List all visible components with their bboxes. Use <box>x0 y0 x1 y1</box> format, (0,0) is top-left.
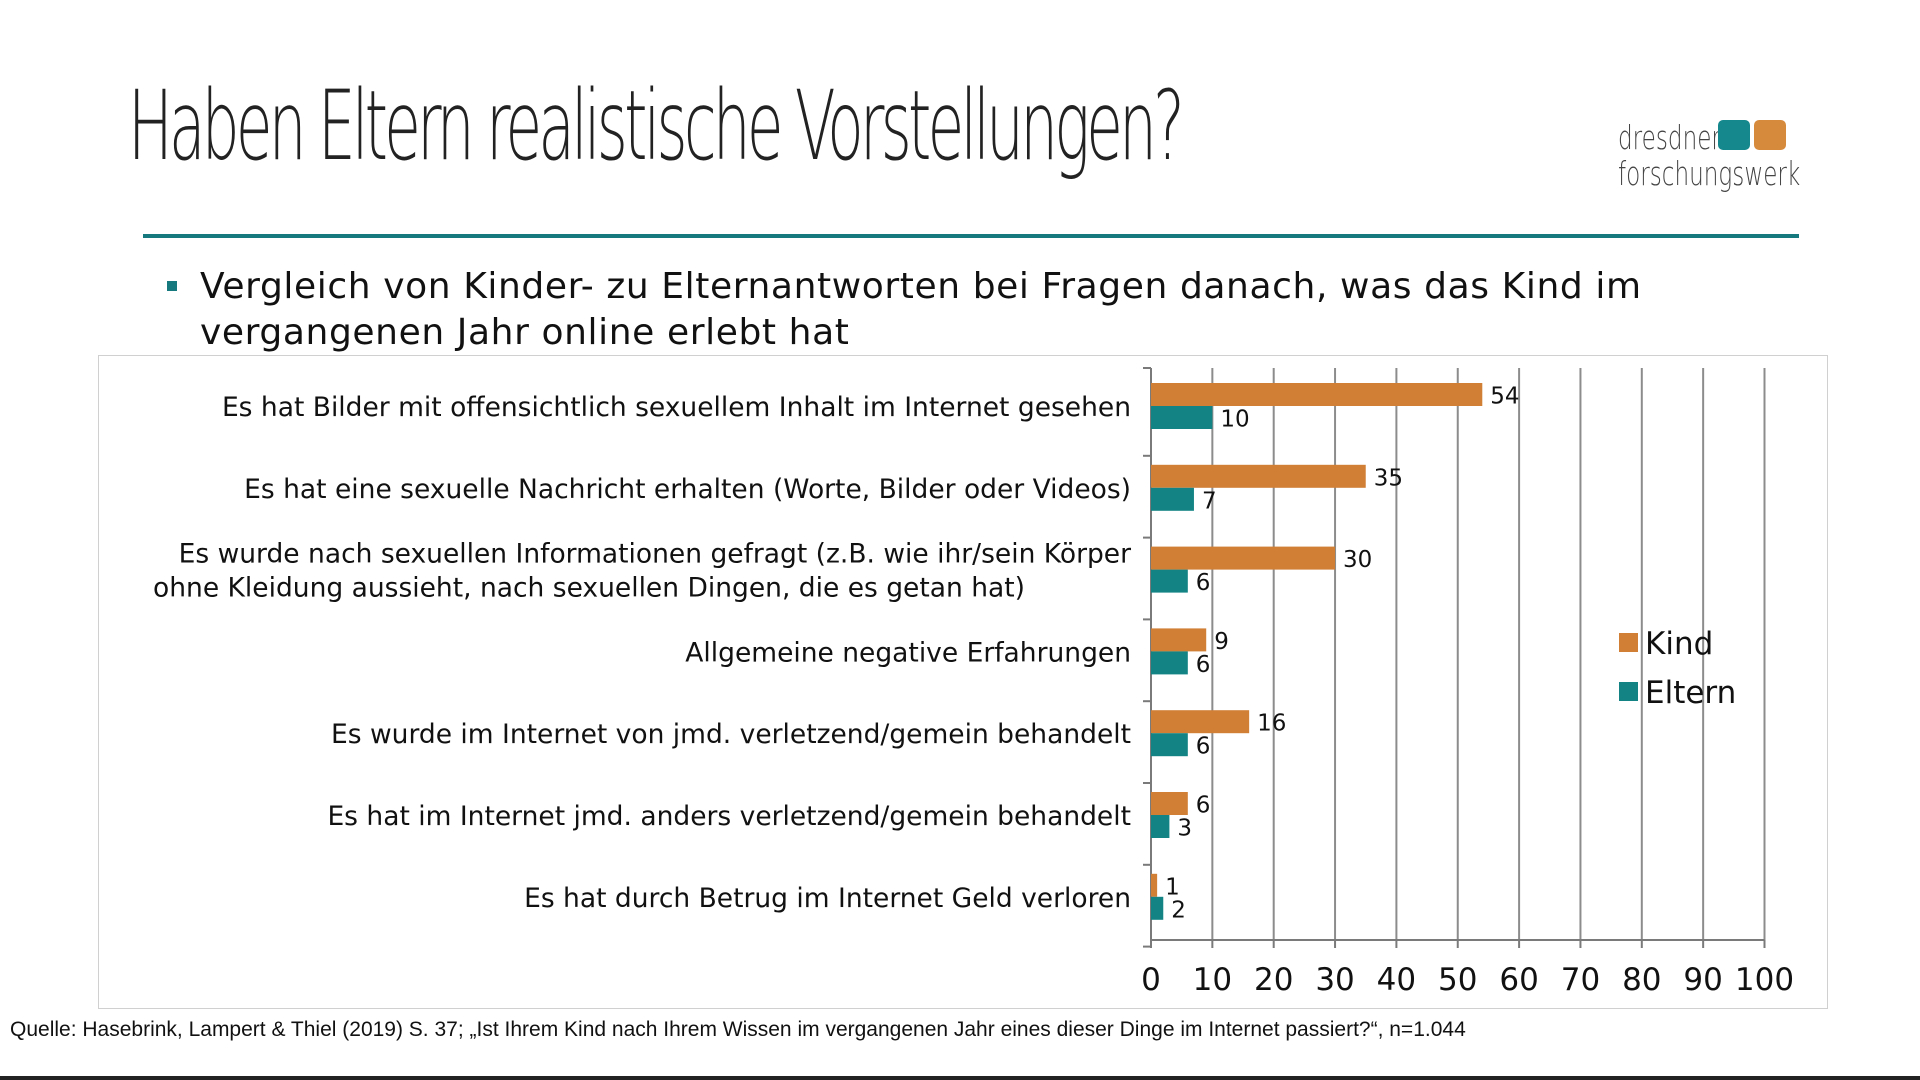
source-citation: Quelle: Hasebrink, Lampert & Thiel (2019… <box>10 1018 1466 1041</box>
category-label-1-0: Es hat eine sexuelle Nachricht erhalten … <box>244 474 1131 505</box>
data-label-kind-6: 1 <box>1165 874 1180 900</box>
legend-label-eltern: Eltern <box>1645 675 1736 711</box>
logo-orange-square <box>1754 120 1786 150</box>
bar-chart: 0 10 20 30 40 50 60 70 80 90 100 Es hat Bilder mit … <box>153 367 1794 998</box>
x-tick-label-70: 70 <box>1561 962 1600 998</box>
bar-kind-3 <box>1151 628 1207 652</box>
category-label-0-0: Es hat Bilder mit offensichtlich sexuell… <box>222 392 1131 423</box>
data-label-eltern-1: 7 <box>1202 488 1217 514</box>
bar-eltern-5 <box>1151 815 1170 838</box>
bullet-marker <box>167 281 177 291</box>
data-label-kind-0: 54 <box>1490 384 1519 410</box>
logo: dresdner forschungswerk <box>1618 118 1801 198</box>
category-label-5-0: Es hat im Internet jmd. anders verletzen… <box>327 801 1131 832</box>
bar-kind-2 <box>1151 546 1336 570</box>
bar-eltern-0 <box>1151 406 1213 429</box>
category-label-2-1: ohne Kleidung aussieht, nach sexuellen D… <box>153 573 1025 604</box>
data-label-eltern-2: 6 <box>1196 570 1211 596</box>
x-tick-label-40: 40 <box>1377 962 1416 998</box>
bottom-rule <box>0 1076 1920 1080</box>
x-tick-label-60: 60 <box>1499 962 1538 998</box>
x-tick-label-30: 30 <box>1315 962 1354 998</box>
data-label-kind-2: 30 <box>1343 547 1372 573</box>
category-label-3-0: Allgemeine negative Erfahrungen <box>685 637 1131 668</box>
bar-eltern-4 <box>1151 733 1188 757</box>
data-label-kind-5: 6 <box>1196 793 1211 819</box>
x-tick-label-80: 80 <box>1622 962 1661 998</box>
data-label-eltern-0: 10 <box>1220 407 1249 433</box>
bar-eltern-2 <box>1151 569 1188 593</box>
bar-kind-4 <box>1151 710 1250 734</box>
data-label-kind-1: 35 <box>1374 465 1403 491</box>
data-label-eltern-4: 6 <box>1196 734 1211 760</box>
x-tick-label-100: 100 <box>1735 962 1794 998</box>
x-tick-label-50: 50 <box>1438 962 1477 998</box>
legend-label-kind: Kind <box>1645 626 1713 662</box>
bullet-text: Vergleich von Kinder- zu Elternantworten… <box>200 266 1642 353</box>
x-tick-label-0: 0 <box>1141 962 1161 998</box>
bar-kind-0 <box>1151 383 1483 406</box>
title-underline <box>143 234 1799 238</box>
logo-teal-square <box>1718 120 1750 150</box>
bar-eltern-6 <box>1151 896 1164 920</box>
slide-title: Haben Eltern realistische Vorstellungen? <box>128 70 1185 182</box>
data-label-kind-3: 9 <box>1214 629 1229 655</box>
logo-text-line2: forschungswerk <box>1618 154 1801 193</box>
data-label-eltern-3: 6 <box>1196 652 1211 678</box>
legend-swatch-eltern <box>1619 682 1638 701</box>
x-tick-label-90: 90 <box>1683 962 1722 998</box>
x-tick-label-10: 10 <box>1193 962 1232 998</box>
bar-eltern-3 <box>1151 651 1188 675</box>
data-label-eltern-6: 2 <box>1171 897 1186 923</box>
data-label-kind-4: 16 <box>1257 711 1286 737</box>
bar-kind-6 <box>1151 873 1158 897</box>
legend-swatch-kind <box>1619 633 1638 652</box>
x-tick-label-20: 20 <box>1254 962 1293 998</box>
bar-eltern-1 <box>1151 487 1194 511</box>
bar-kind-1 <box>1151 464 1366 488</box>
category-label-2-0: Es wurde nach sexuellen Informationen ge… <box>179 539 1131 570</box>
data-label-eltern-5: 3 <box>1177 816 1192 842</box>
bar-kind-5 <box>1151 792 1188 815</box>
category-label-6-0: Es hat durch Betrug im Internet Geld ver… <box>524 883 1131 914</box>
chart-frame: 0 10 20 30 40 50 60 70 80 90 100 Es hat Bilder mit … <box>98 355 1828 1009</box>
category-label-4-0: Es wurde im Internet von jmd. verletzend… <box>331 719 1131 750</box>
logo-text-line1: dresdner <box>1618 118 1721 157</box>
